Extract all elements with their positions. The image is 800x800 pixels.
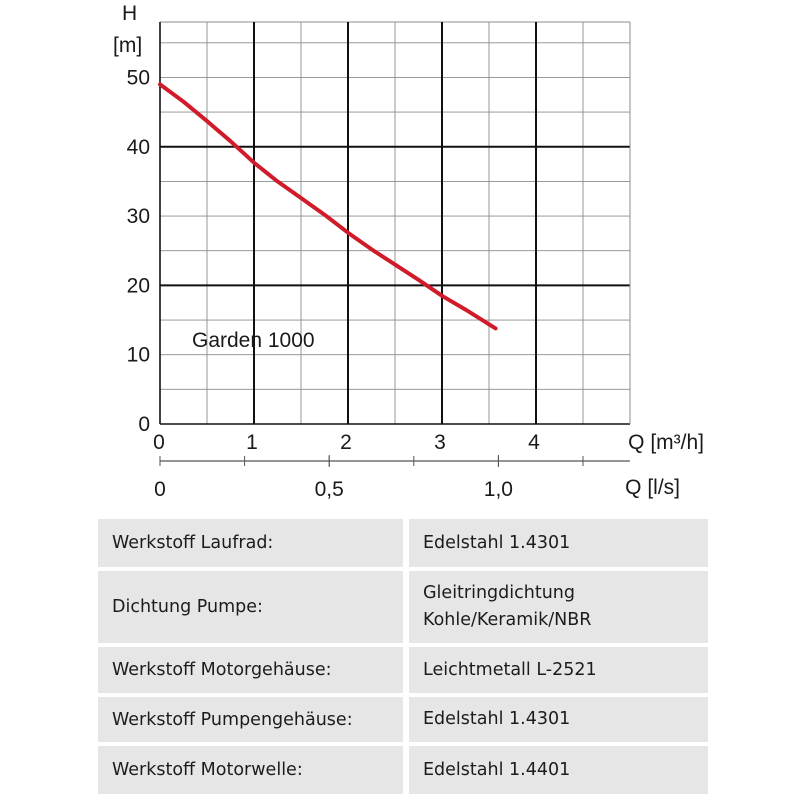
x-axis-title: Q [m³/h] [628, 431, 704, 454]
x-tick-label: 3 [434, 431, 446, 454]
x2-tick-label: 0,5 [315, 478, 344, 501]
spec-row: Dichtung Pumpe: Gleitringdichtung Kohle/K… [98, 571, 708, 643]
spec-value-line: Edelstahl 1.4301 [423, 532, 571, 553]
spec-value-line: Edelstahl 1.4401 [423, 759, 571, 780]
spec-row: Werkstoff Motorgehäuse: Leichtmetall L-2… [98, 647, 708, 693]
pump-curve-chart: Garden 1000 0 10 20 30 40 50 H [m] 0 1 2 3 4 Q [m³/h] 0… [113, 2, 704, 501]
chart-series [158, 82, 498, 331]
spec-row: Werkstoff Motorwelle: Edelstahl 1.4401 [98, 746, 708, 794]
spec-label: Werkstoff Motorwelle: [98, 746, 409, 794]
spec-value: Leichtmetall L-2521 [409, 647, 708, 693]
x2-axis-title: Q [l/s] [625, 476, 680, 499]
spec-value-line: Kohle/Keramik/NBR [423, 610, 592, 630]
y-tick-label: 10 [127, 344, 150, 367]
spec-table: Werkstoff Laufrad: Edelstahl 1.4301 Dich… [98, 515, 708, 798]
spec-value: Edelstahl 1.4301 [409, 697, 708, 742]
spec-label: Werkstoff Motorgehäuse: [98, 647, 409, 693]
y-tick-label: 20 [127, 274, 150, 297]
spec-row: Werkstoff Pumpengehäuse: Edelstahl 1.430… [98, 697, 708, 742]
chart-axes [159, 22, 631, 467]
x2-tick-label: 0 [154, 478, 166, 501]
y-tick-label: 30 [127, 205, 150, 228]
spec-label: Dichtung Pumpe: [98, 571, 409, 643]
series-curve [158, 82, 498, 331]
series-label: Garden 1000 [192, 329, 315, 352]
y-axis-title: H [122, 2, 137, 25]
spec-value-line: Edelstahl 1.4301 [423, 709, 571, 729]
x-tick-label: 2 [340, 431, 352, 454]
spec-value: Edelstahl 1.4401 [409, 746, 708, 794]
spec-value: Gleitringdichtung Kohle/Keramik/NBR [409, 571, 708, 643]
chart-labels: Garden 1000 0 10 20 30 40 50 H [m] 0 1 2 3 4 Q [m³/h] 0… [113, 2, 704, 501]
spec-value-line: Leichtmetall L-2521 [423, 659, 597, 680]
spec-label: Werkstoff Laufrad: [98, 519, 409, 567]
spec-value: Edelstahl 1.4301 [409, 519, 708, 567]
x2-tick-label: 1,0 [484, 478, 513, 501]
y-axis-unit: [m] [113, 34, 142, 57]
y-tick-label: 0 [138, 413, 150, 436]
y-tick-label: 40 [127, 136, 150, 159]
x-tick-label: 0 [153, 431, 165, 454]
x-tick-label: 1 [246, 431, 258, 454]
spec-value-line: Gleitringdichtung [423, 583, 576, 603]
spec-label: Werkstoff Pumpengehäuse: [98, 697, 409, 742]
spec-row: Werkstoff Laufrad: Edelstahl 1.4301 [98, 519, 708, 567]
y-tick-label: 50 [127, 66, 150, 89]
x-tick-label: 4 [528, 431, 540, 454]
chart-grid [159, 21, 631, 425]
